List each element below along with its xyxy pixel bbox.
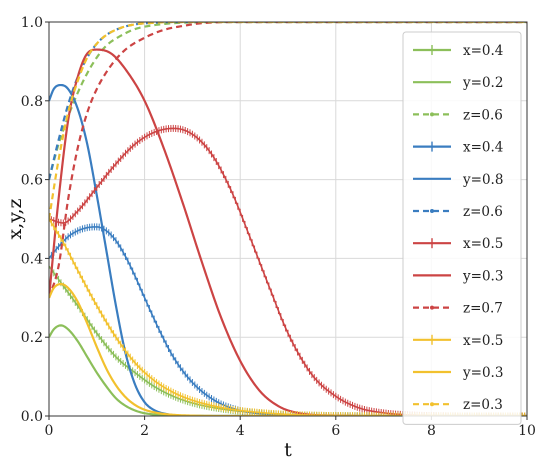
- legend-label: z=0.3: [463, 397, 503, 413]
- legend-item: z=0.6: [413, 204, 503, 220]
- y-tick-label: 0.4: [21, 251, 43, 267]
- series-line: [49, 48, 527, 416]
- y-tick-label: 1.0: [21, 15, 43, 31]
- legend-label: z=0.7: [463, 301, 503, 317]
- series-y-0-8-4: [49, 83, 527, 416]
- legend-item: y=0.8: [413, 172, 503, 188]
- x-tick-label: 8: [427, 423, 436, 439]
- series-z-0-3-11: [49, 22, 527, 220]
- legend: x=0.4 y=0.2 z=0.6 x=0.4 y=0.8 z=0.6 x=0.5 y=0.3…: [402, 31, 522, 425]
- series-y-0-3-7: [49, 48, 527, 416]
- x-tick-label: 0: [45, 423, 54, 439]
- x-tick-label: 10: [518, 423, 536, 439]
- legend-item: y=0.3: [413, 365, 503, 381]
- legend-marker: [430, 209, 434, 213]
- legend-marker: [430, 402, 434, 407]
- legend-item: z=0.3: [413, 397, 503, 413]
- y-tick-label: 0.8: [21, 94, 43, 110]
- legend-item: x=0.4: [413, 140, 503, 156]
- legend-label: x=0.5: [463, 236, 503, 252]
- legend-label: z=0.6: [463, 107, 503, 123]
- legend-label: x=0.5: [463, 333, 503, 349]
- x-tick-label: 6: [331, 423, 340, 439]
- y-tick-label: 0.2: [21, 330, 43, 346]
- legend-item: y=0.2: [413, 75, 503, 91]
- plot-frame: [48, 21, 528, 417]
- series-line: [49, 83, 527, 416]
- legend-label: x=0.4: [463, 140, 503, 156]
- y-tick-label: 0.6: [21, 173, 43, 189]
- legend-item: y=0.3: [413, 268, 503, 284]
- series-y-0-2-1: [49, 324, 527, 416]
- x-axis-label: t: [284, 439, 292, 461]
- legend-item: x=0.5: [413, 236, 503, 252]
- series-line: [49, 282, 527, 416]
- y-axis-label: x,y,z: [4, 198, 26, 239]
- legend-item: z=0.7: [413, 301, 503, 317]
- y-tick-label: 0.0: [21, 409, 43, 425]
- legend-label: y=0.8: [462, 172, 503, 188]
- series-line: [49, 22, 527, 220]
- legend-label: y=0.2: [462, 75, 503, 91]
- series-line: [49, 324, 527, 416]
- legend-item: x=0.4: [413, 43, 503, 59]
- series-line: [49, 22, 527, 180]
- legend-marker: [430, 305, 434, 310]
- x-tick-label: 2: [140, 423, 149, 439]
- axis-ticks: 0 2 4 6 8 10 0.0 0.2 0.4 0.6 0.8 1.0: [21, 15, 536, 439]
- legend-label: z=0.6: [463, 204, 503, 220]
- legend-label: x=0.4: [463, 43, 503, 59]
- legend-label: y=0.3: [462, 268, 503, 284]
- legend-box: [402, 31, 522, 425]
- legend-marker: [430, 112, 434, 117]
- series-y-0-3-10: [49, 282, 527, 416]
- series-z-0-6-2: [49, 22, 527, 180]
- legend-item: x=0.5: [413, 333, 503, 349]
- x-tick-label: 4: [236, 423, 245, 439]
- legend-label: y=0.3: [462, 365, 503, 381]
- legend-item: z=0.6: [413, 107, 503, 123]
